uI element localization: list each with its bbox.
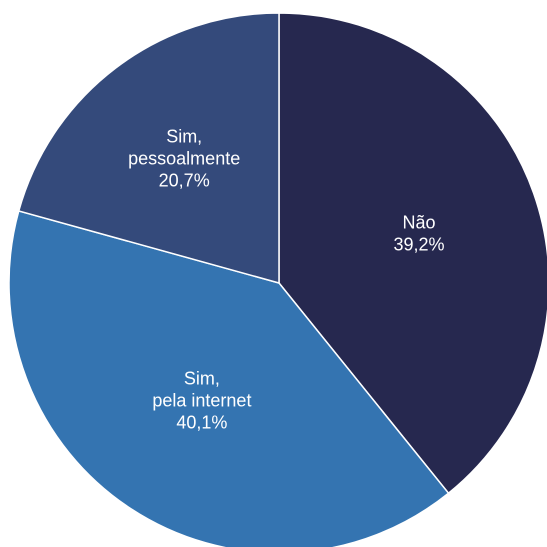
slice-category-label: pela internet	[152, 390, 251, 410]
pie-labels: Não 39,2%Sim, pela internet 40,1%Sim, pessoa…	[128, 126, 444, 432]
slice-label: Sim, pela internet 40,1%	[152, 368, 251, 432]
slice-value-label: 39,2%	[394, 235, 445, 255]
slice-label: Não 39,2%	[394, 213, 445, 255]
slice-category-label: pessoalmente	[128, 148, 240, 168]
slice-category-label: Sim,	[184, 368, 220, 388]
pie-slice	[8, 210, 450, 547]
slice-value-label: 20,7%	[159, 170, 210, 190]
slice-category-label: Sim,	[166, 126, 202, 146]
slice-category-label: Não	[403, 213, 436, 233]
slice-value-label: 40,1%	[176, 412, 227, 432]
pie-slice	[278, 12, 547, 495]
pie-slices	[8, 12, 547, 547]
slice-label: Sim, pessoalmente 20,7%	[128, 126, 240, 190]
pie-slice	[17, 12, 280, 284]
